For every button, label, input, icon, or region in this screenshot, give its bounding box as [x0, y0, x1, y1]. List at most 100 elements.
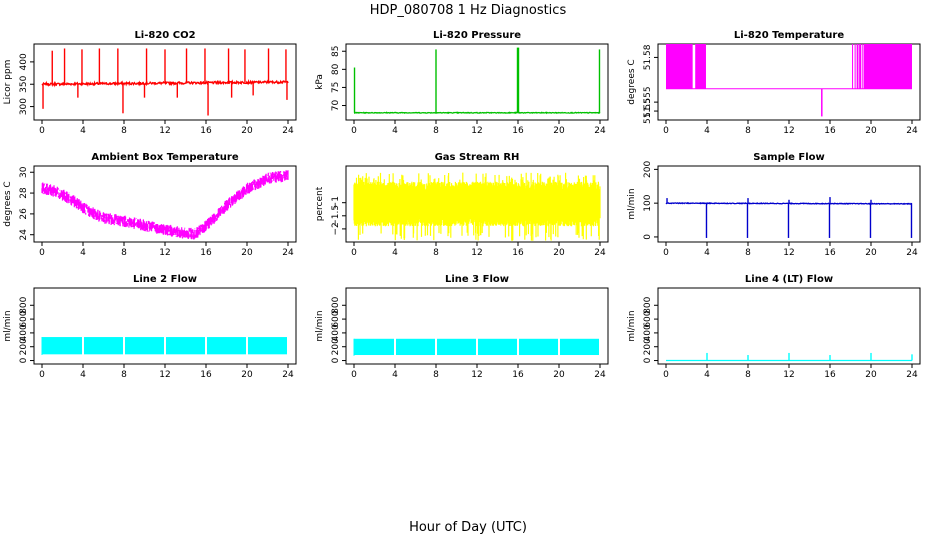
series-flow-block: [560, 338, 599, 356]
x-tick-label: 16: [200, 126, 212, 136]
series-flow-block: [166, 337, 205, 355]
x-tick-label: 12: [783, 248, 794, 258]
x-tick-label: 8: [433, 126, 439, 136]
y-axis-label: ml/min: [315, 310, 325, 341]
x-tick-label: 24: [906, 370, 918, 380]
x-tick-label: 20: [553, 370, 565, 380]
x-tick-label: 24: [594, 370, 606, 380]
panel-title: Gas Stream RH: [435, 152, 520, 163]
x-tick-label: 24: [594, 126, 606, 136]
panel-title: Sample Flow: [753, 152, 825, 163]
x-tick-label: 16: [200, 370, 212, 380]
plot-frame: [345, 43, 609, 121]
y-tick-label: −2: [331, 222, 341, 235]
series-flow-block: [519, 338, 558, 356]
x-tick-label: 0: [39, 126, 45, 136]
x-tick-label: 24: [906, 126, 918, 136]
x-tick-label: 4: [704, 126, 710, 136]
series-block: [695, 44, 706, 89]
x-tick-label: 20: [553, 248, 565, 258]
series-flow-block: [396, 338, 435, 356]
x-tick-label: 24: [282, 370, 294, 380]
panel-5: Gas Stream RH percent 0 4 8 12 16 20 24 −2−1.5−1: [315, 152, 609, 258]
x-tick-label: 16: [512, 248, 524, 258]
y-tick-label: 200: [643, 338, 653, 355]
y-tick-label: 600: [19, 310, 29, 327]
y-tick-label: 200: [643, 161, 653, 178]
x-tick-label: 8: [745, 126, 751, 136]
panel-1: Li-820 CO2 Licor ppm 0 4 8 12 16 20 24 300 350 400: [3, 30, 297, 136]
x-tick-label: 0: [663, 370, 669, 380]
x-tick-label: 0: [351, 248, 357, 258]
panel-title: Line 3 Flow: [445, 274, 509, 285]
y-tick-label: 400: [643, 324, 653, 341]
y-tick-label: 51.55: [643, 98, 653, 124]
x-tick-label: 8: [745, 248, 751, 258]
x-tick-label: 16: [824, 248, 836, 258]
y-axis-label: percent: [315, 186, 325, 221]
x-tick-label: 12: [471, 248, 482, 258]
series-block: [859, 44, 862, 89]
x-tick-label: 4: [80, 370, 86, 380]
x-tick-label: 20: [865, 248, 877, 258]
y-tick-label: 24: [19, 229, 29, 241]
x-tick-label: 20: [241, 248, 253, 258]
x-tick-label: 0: [351, 370, 357, 380]
x-tick-label: 16: [512, 126, 524, 136]
y-tick-label: 85: [331, 46, 341, 57]
x-axis-label: Hour of Day (UTC): [409, 520, 527, 535]
x-tick-label: 12: [159, 370, 170, 380]
y-tick-label: 0: [331, 357, 341, 363]
y-tick-label: 400: [19, 53, 29, 70]
y-axis-label: Licor ppm: [3, 60, 13, 105]
series-block: [856, 44, 859, 89]
y-tick-label: 800: [331, 296, 341, 313]
x-tick-label: 8: [121, 126, 127, 136]
panel-title: Li-820 Pressure: [433, 30, 521, 41]
x-tick-label: 20: [553, 126, 565, 136]
series-flow-block: [207, 337, 246, 355]
x-tick-label: 20: [241, 126, 253, 136]
x-tick-label: 24: [594, 248, 606, 258]
x-tick-label: 0: [39, 370, 45, 380]
y-axis-label: degrees C: [627, 59, 637, 104]
panel-3: Li-820 Temperature degrees C 0 4 8 12 16 20 24 51…: [627, 30, 921, 136]
series-line: [354, 111, 601, 115]
x-tick-label: 8: [745, 370, 751, 380]
y-tick-label: 26: [19, 208, 29, 220]
series-flow-block: [437, 338, 476, 356]
y-tick-label: 600: [331, 310, 341, 327]
x-tick-label: 0: [663, 126, 669, 136]
series-rh-band: [353, 172, 601, 241]
x-tick-label: 24: [282, 126, 294, 136]
panel-title: Ambient Box Temperature: [91, 152, 238, 163]
x-tick-label: 12: [471, 126, 482, 136]
series-flow-block: [478, 338, 517, 356]
y-tick-label: 80: [331, 63, 341, 75]
y-tick-label: 0: [643, 357, 653, 363]
panel-title: Line 4 (LT) Flow: [745, 274, 833, 285]
x-tick-label: 8: [433, 370, 439, 380]
panel-title: Line 2 Flow: [133, 274, 197, 285]
y-axis-label: degrees C: [3, 181, 13, 226]
panel-6: Sample Flow ml/min 0 4 8 12 16 20 24 0 100 200: [627, 152, 921, 258]
series-flow-block: [248, 337, 287, 355]
series-flow-block: [84, 337, 123, 355]
x-tick-label: 8: [121, 248, 127, 258]
x-tick-label: 24: [906, 248, 918, 258]
panel-title: Li-820 CO2: [134, 30, 195, 41]
y-tick-label: 28: [19, 187, 29, 199]
plot-frame: [657, 287, 921, 365]
y-axis-label: ml/min: [627, 188, 637, 219]
y-tick-label: 350: [19, 75, 29, 92]
x-tick-label: 16: [824, 370, 836, 380]
x-tick-label: 12: [159, 248, 170, 258]
x-tick-label: 16: [200, 248, 212, 258]
series-flow-block: [125, 337, 164, 355]
y-tick-label: 400: [331, 324, 341, 341]
y-axis-label: ml/min: [3, 310, 13, 341]
x-tick-label: 24: [282, 248, 294, 258]
series-block: [863, 44, 912, 89]
y-tick-label: 70: [331, 100, 341, 112]
